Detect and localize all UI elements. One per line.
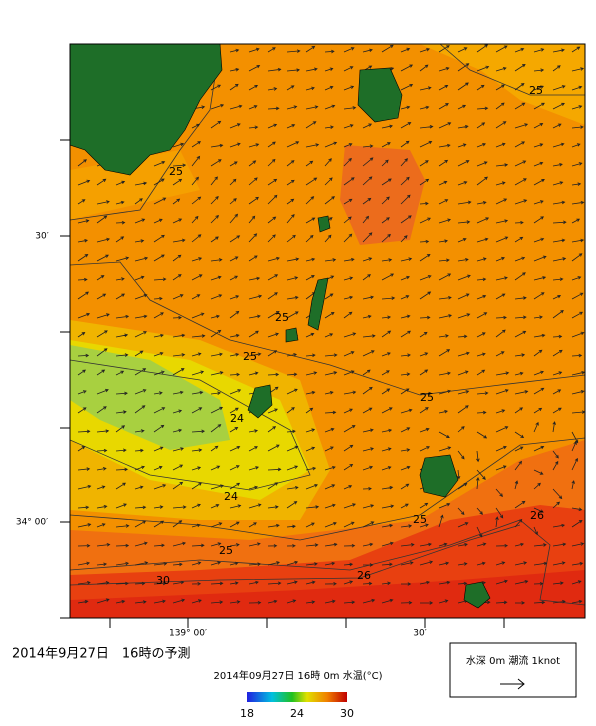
contour xyxy=(70,261,585,396)
contour-labels: 25 25 25 25 25 24 24 25 25 26 26 30 xyxy=(156,84,544,587)
legend-arrow xyxy=(500,678,525,690)
colorbar-tick-label: 30 xyxy=(340,707,354,720)
warm-area xyxy=(340,145,425,245)
contour-label: 25 xyxy=(243,350,257,363)
contour-label: 24 xyxy=(224,490,238,503)
warm-area xyxy=(70,570,585,618)
colorbar-tick-label: 24 xyxy=(290,707,304,720)
lon-label: 139° 00′ xyxy=(169,629,207,639)
contour-label: 25 xyxy=(275,311,289,324)
subtitle: 2014年09月27日 16時 0m 水温(°C) xyxy=(213,669,382,682)
lat-label: 30′ xyxy=(35,232,49,242)
lat-label: 34° 00′ xyxy=(16,518,48,528)
island xyxy=(285,327,299,343)
colorbar xyxy=(247,692,347,702)
contour xyxy=(70,524,521,586)
island xyxy=(317,215,331,233)
legend-text: 水深 0m 潮流 1knot xyxy=(466,654,560,667)
contour-label: 30 xyxy=(156,574,170,587)
contour-label: 26 xyxy=(530,509,544,522)
map: 25 25 25 25 25 24 24 25 25 26 26 30 xyxy=(70,44,585,618)
contour xyxy=(439,44,585,96)
island xyxy=(357,67,403,123)
island xyxy=(463,581,491,609)
contour-label: 25 xyxy=(529,84,543,97)
colorbar-tick-label: 18 xyxy=(240,707,254,720)
contour-label: 25 xyxy=(219,544,233,557)
land xyxy=(70,44,491,609)
ticks xyxy=(60,139,505,628)
map-frame xyxy=(69,43,586,619)
legend-box xyxy=(449,642,577,698)
contour xyxy=(70,44,221,221)
warm-area xyxy=(420,44,585,125)
colorbar-ticks: 18 24 30 xyxy=(240,707,354,720)
island xyxy=(307,277,329,331)
contour xyxy=(70,519,585,606)
contour-label: 26 xyxy=(357,569,371,582)
contour-label: 24 xyxy=(230,412,244,425)
contour-label: 25 xyxy=(413,513,427,526)
contour xyxy=(70,359,311,491)
island xyxy=(247,384,273,419)
contour-label: 25 xyxy=(169,165,183,178)
caption: 2014年9月27日 16時の予測 xyxy=(12,647,190,662)
contours xyxy=(70,44,585,606)
cool-area xyxy=(70,345,230,450)
island xyxy=(419,454,459,498)
island xyxy=(70,44,223,176)
lon-label: 30′ xyxy=(413,629,427,639)
contour-label: 25 xyxy=(420,391,434,404)
